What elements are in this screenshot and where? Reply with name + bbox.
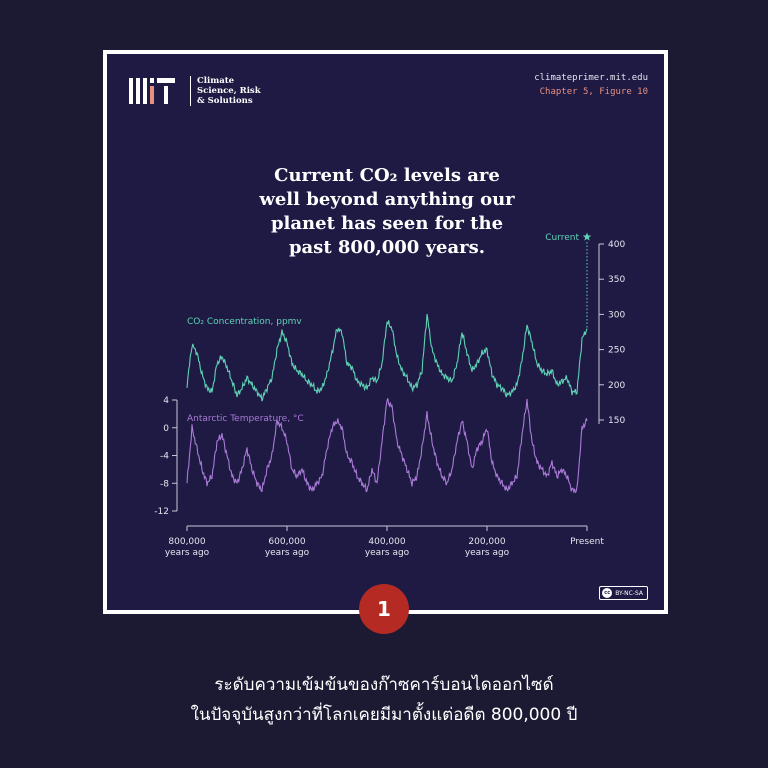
temperature-tick-label: 4 [163, 396, 169, 406]
caption-line: ระดับความเข้มข้นของก๊าซคาร์บอนไดออกไซด์ [214, 675, 554, 695]
logo-text-line: Science, Risk [197, 86, 261, 96]
time-tick-label: 600,000 [268, 537, 305, 547]
time-tick-label: years ago [165, 548, 210, 558]
time-tick-label: Present [570, 537, 604, 547]
co2-tick-label: 400 [608, 240, 625, 250]
headline-line: past 800,000 years. [288, 237, 486, 258]
co2-tick-label: 200 [608, 381, 625, 391]
headline-line: planet has seen for the [270, 213, 504, 234]
time-tick-label: 400,000 [368, 537, 405, 547]
headline: Current CO₂ levels are well beyond anyth… [237, 164, 537, 260]
temperature-tick-label: 0 [163, 424, 169, 434]
headline-line: well beyond anything our [259, 189, 515, 210]
logo-text-line: Climate [197, 76, 235, 86]
headline-line: Current CO₂ levels are [274, 165, 500, 186]
thai-caption: ระดับความเข้มข้นของก๊าซคาร์บอนไดออกไซด์ … [0, 670, 768, 730]
time-tick-label: 800,000 [168, 537, 205, 547]
time-tick-label: years ago [365, 548, 410, 558]
co2-tick-label: 300 [608, 310, 625, 320]
site-url[interactable]: climateprimer.mit.edu [534, 73, 648, 83]
temperature-tick-label: -12 [154, 507, 169, 517]
co2-tick-label: 350 [608, 275, 625, 285]
license-label: BY-NC-SA [615, 589, 643, 597]
co2-tick-label: 250 [608, 346, 625, 356]
logo-text: Climate Science, Risk & Solutions [197, 76, 261, 106]
co2-series-label: CO₂ Concentration, ppmv [187, 317, 302, 327]
time-tick-label: years ago [465, 548, 510, 558]
logo-divider [190, 76, 191, 106]
figure-card: Climate Science, Risk & Solutions climat… [103, 50, 668, 614]
climate-chart: 150200250300350400-12-8-404800,000years … [154, 232, 625, 558]
co2-series-line [186, 313, 588, 402]
temperature-series-label: Antarctic Temperature, °C [187, 414, 304, 424]
license-badge[interactable]: cc BY-NC-SA [599, 586, 648, 600]
current-label: Current [545, 233, 579, 243]
temperature-tick-label: -8 [160, 479, 169, 489]
slide-number-badge: 1 [359, 584, 409, 634]
logo-text-line: & Solutions [197, 96, 253, 106]
caption-line: ในปัจจุบันสูงกว่าที่โลกเคยมีมาตั้งแต่อดี… [190, 705, 578, 725]
time-tick-label: years ago [265, 548, 310, 558]
figure-reference: Chapter 5, Figure 10 [539, 87, 648, 97]
temperature-tick-label: -4 [160, 452, 169, 462]
temperature-series-line [186, 398, 588, 494]
time-tick-label: 200,000 [468, 537, 505, 547]
mit-logo [129, 78, 175, 104]
creative-commons-icon: cc [602, 588, 613, 598]
co2-tick-label: 150 [608, 416, 625, 426]
current-star-icon [582, 232, 592, 241]
